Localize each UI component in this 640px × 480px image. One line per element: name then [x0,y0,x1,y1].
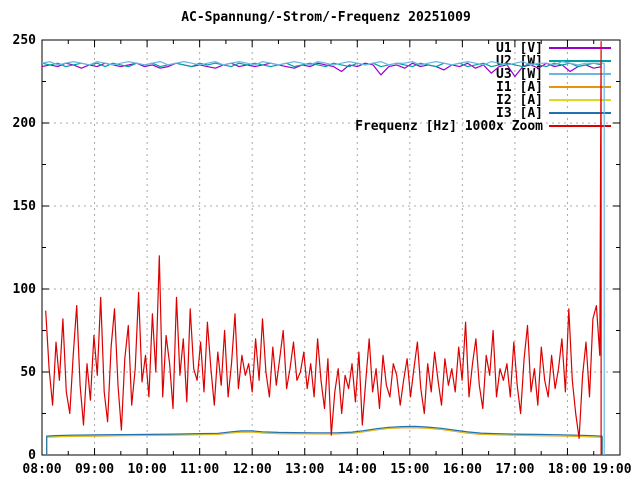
x-axis-label: 18:00 [548,462,587,477]
legend: U1 [V]U2 [W]U3 [W]I1 [A]I2 [A]I3 [A]Freq… [355,41,611,134]
y-axis-label: 150 [13,199,37,214]
x-axis-label: 19:00 [592,462,631,477]
legend-label: U3 [W] [496,67,543,82]
series-i3 [46,425,603,455]
x-axis-label: 12:00 [233,462,272,477]
legend-label: I2 [A] [496,93,543,108]
y-axis-label: 100 [13,282,37,297]
x-axis-label: 15:00 [390,462,429,477]
x-axis-label: 08:00 [22,462,61,477]
axis-label-layer: 08:00 09:00 10:00 11:00 12:00 13:00 14:00 15:00… [13,33,632,477]
series-frequenz [45,41,602,455]
chart-title: AC-Spannung/-Strom/-Frequenz 20251009 [181,10,471,25]
series-i1 [46,427,603,455]
y-axis-label: 0 [28,448,36,463]
x-axis-label: 09:00 [75,462,114,477]
series-u3 [41,60,605,455]
series-u2 [41,62,602,68]
x-axis-label: 16:00 [443,462,482,477]
x-axis-label: 14:00 [338,462,377,477]
series-layer [41,41,605,455]
legend-label: Frequenz [Hz] 1000x Zoom [355,119,543,134]
legend-label: U1 [V] [496,41,543,56]
x-axis-label: 11:00 [180,462,219,477]
tick-layer [41,39,621,456]
series-i2 [46,426,603,455]
x-axis-label: 17:00 [495,462,534,477]
legend-label: I1 [A] [496,80,543,95]
y-axis-label: 50 [20,365,36,380]
y-axis-label: 200 [13,116,37,131]
y-axis-label: 250 [13,33,37,48]
x-axis-label: 13:00 [285,462,324,477]
x-axis-label: 10:00 [128,462,167,477]
legend-label: I3 [A] [496,106,543,121]
